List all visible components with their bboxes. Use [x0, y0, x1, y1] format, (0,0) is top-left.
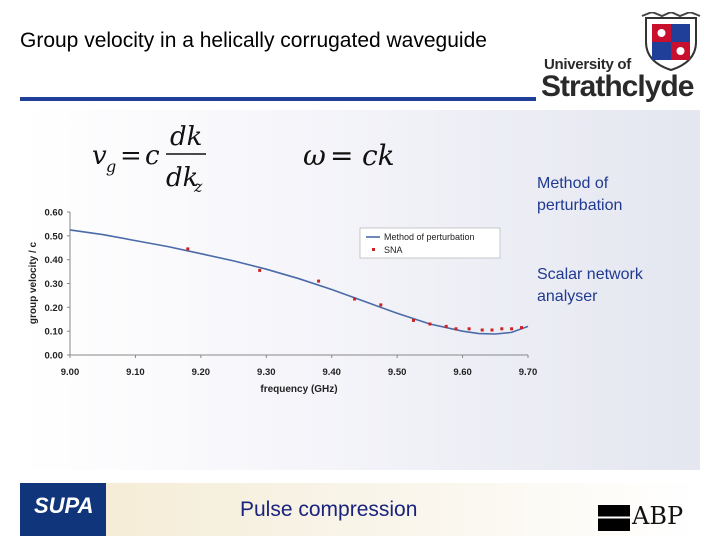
- group-velocity-chart: 0.00 0.10 0.20 0.30 0.40 0.50 0.60 9.00 9.10 9.2…: [28, 208, 537, 396]
- university-of-label: University of: [544, 56, 631, 73]
- x-tick-label: 9.60: [453, 367, 472, 378]
- university-name: Strathclyde: [541, 70, 694, 103]
- chart-legend: Method of perturbation SNA: [359, 227, 501, 259]
- sna-data-point: [490, 328, 494, 332]
- svg-text:dk: dk: [170, 122, 202, 152]
- supa-logo: [20, 483, 106, 536]
- sna-data-point: [428, 322, 432, 326]
- y-tick-label: 0.20: [45, 303, 64, 314]
- y-tick-label: 0.60: [45, 208, 64, 219]
- svg-text:ω: ω: [303, 139, 326, 172]
- equation-dispersion: ω = ck: [303, 139, 395, 172]
- sna-data-point: [467, 327, 471, 331]
- x-tick-label: 9.10: [126, 367, 145, 378]
- svg-text:c: c: [145, 141, 160, 171]
- sna-data-point: [500, 327, 504, 331]
- y-tick-label: 0.00: [45, 351, 64, 362]
- series-line-method-of-perturbation: [69, 229, 529, 335]
- y-tick-label: 0.30: [45, 279, 64, 290]
- sna-data-point: [258, 268, 262, 272]
- footer-bar: [20, 483, 700, 536]
- sna-data-point: [444, 324, 448, 328]
- svg-text:g: g: [106, 157, 116, 176]
- sna-data-point: [480, 328, 484, 332]
- x-tick-label: 9.00: [61, 367, 80, 378]
- slide-title: Group velocity in a helically corrugated…: [20, 29, 487, 52]
- strathclyde-logo: University of Strathclyde: [538, 8, 710, 108]
- svg-text:z: z: [193, 177, 203, 196]
- x-axis-label: frequency (GHz): [260, 384, 337, 395]
- sna-data-point: [353, 297, 357, 301]
- label-method-of-perturbation: Method of perturbation: [537, 175, 623, 214]
- supa-logo-text: SUPA: [34, 493, 94, 518]
- content-panel: [20, 110, 700, 470]
- footer-title: Pulse compression: [240, 498, 418, 521]
- sna-data-point: [317, 279, 321, 283]
- svg-text:dk: dk: [166, 163, 198, 193]
- sna-data-point: [379, 303, 383, 307]
- sna-data-point: [520, 326, 523, 330]
- svg-text:v: v: [92, 141, 107, 171]
- x-tick-label: 9.30: [257, 367, 276, 378]
- title-divider: [20, 97, 536, 101]
- y-tick-label: 0.50: [45, 231, 64, 242]
- crest-icon: [641, 12, 701, 72]
- legend-label-sna: SNA: [384, 245, 403, 255]
- label-scalar-network-analyser: Scalar network analyser: [537, 266, 643, 305]
- equation-group-velocity: v g = c dk dk z: [92, 122, 206, 196]
- svg-text:ck: ck: [362, 139, 395, 172]
- svg-text:=: =: [120, 141, 142, 171]
- abp-logo-mark: [598, 505, 630, 531]
- y-tick-label: 0.40: [45, 255, 64, 266]
- legend-label-method: Method of perturbation: [384, 232, 475, 242]
- x-tick-label: 9.50: [388, 367, 407, 378]
- legend-point-swatch: [372, 248, 375, 251]
- sna-data-point: [510, 327, 514, 331]
- x-tick-label: 9.40: [322, 367, 341, 378]
- x-tick-label: 9.20: [192, 367, 211, 378]
- sna-data-point: [454, 327, 458, 331]
- y-axis-label: group velocity / c: [28, 241, 39, 324]
- x-tick-label: 9.70: [519, 367, 538, 378]
- abp-logo-text: ABP: [632, 502, 684, 530]
- sna-data-point: [412, 318, 415, 322]
- sna-data-point: [186, 247, 190, 251]
- y-tick-label: 0.10: [45, 327, 64, 338]
- svg-text:=: =: [330, 139, 353, 172]
